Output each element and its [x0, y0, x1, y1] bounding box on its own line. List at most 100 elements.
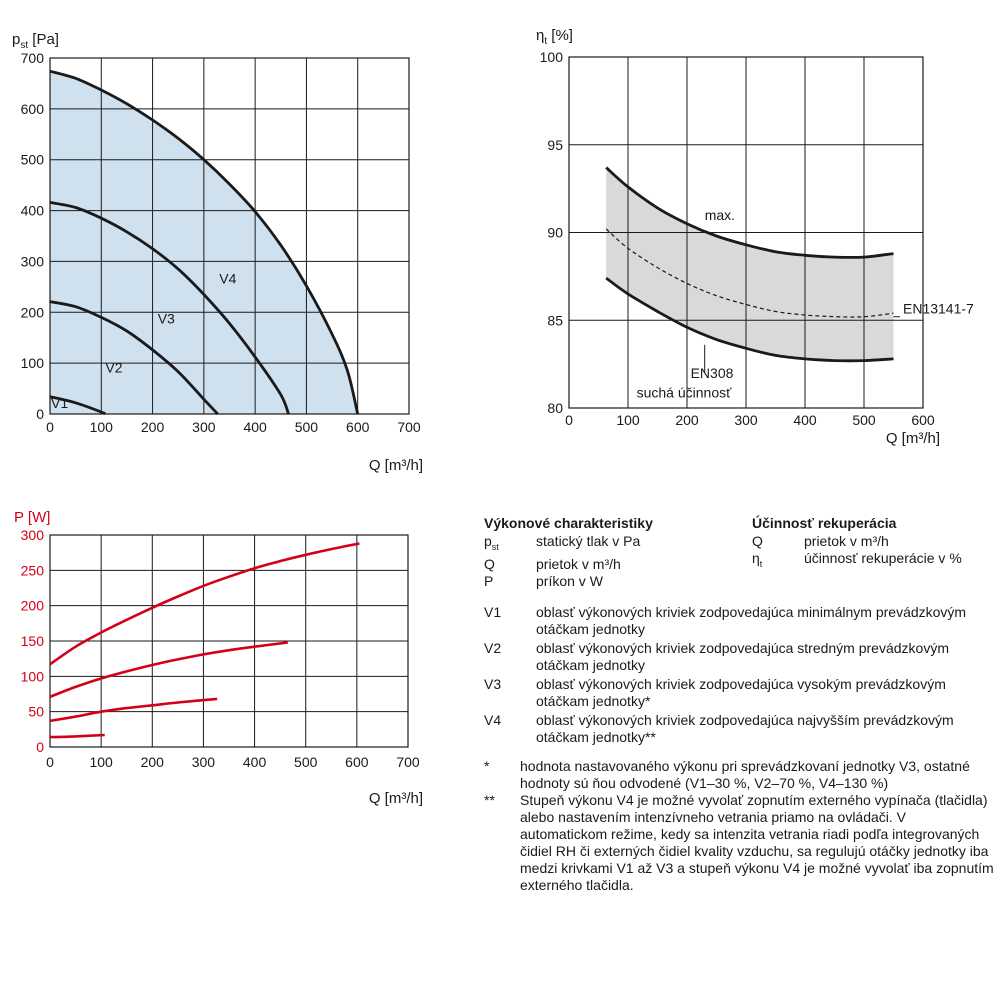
legend-v-row: V2 oblasť výkonových kriviek zodpovedajú…: [484, 640, 994, 674]
legend-panel: Výkonové charakteristiky pst statický tl…: [484, 515, 994, 894]
x-tick-label: 400: [793, 412, 817, 428]
x-tick-label: 100: [89, 754, 113, 770]
y-tick-label: 100: [21, 355, 45, 371]
curve-en308: [605, 276, 894, 363]
label-en308: EN308: [691, 365, 734, 381]
power-curve-1: [49, 733, 105, 739]
y-tick-label: 250: [21, 562, 45, 578]
x-tick-label: 300: [192, 419, 216, 435]
legend-v-description: oblasť výkonových kriviek zodpovedajúca …: [536, 675, 946, 709]
legend-symbol: ηt: [752, 550, 763, 569]
efficiency-band: [606, 167, 894, 361]
footnote-symbol: *: [484, 757, 490, 774]
curve-v1: [49, 395, 107, 416]
legend-description: prietok v m³/h: [536, 555, 621, 572]
x-tick-label: 500: [295, 419, 319, 435]
power-curve-2: [49, 697, 218, 723]
x-axis-label: Q [m³/h]: [369, 457, 423, 474]
legend-v-row: V3 oblasť výkonových kriviek zodpovedajú…: [484, 676, 994, 710]
y-tick-label: 700: [21, 50, 45, 66]
x-axis-label: Q [m³/h]: [886, 430, 940, 447]
curve-label-v3: V3: [158, 310, 175, 326]
plot-frame: [49, 57, 410, 415]
y-tick-label: 100: [21, 668, 45, 684]
y-tick-label: 95: [547, 137, 563, 153]
x-tick-label: 500: [852, 412, 876, 428]
legend-symbol: pst: [484, 533, 499, 552]
y-tick-label: 80: [547, 400, 563, 416]
legend-row: Q prietok v m³/h: [752, 533, 994, 550]
x-tick-label: 100: [90, 419, 114, 435]
x-tick-label: 0: [46, 419, 54, 435]
legend-row: Q prietok v m³/h: [484, 556, 752, 573]
y-tick-label: 600: [21, 101, 45, 117]
footnote: ** Stupeň výkonu V4 je možné vyvolať zop…: [484, 792, 994, 894]
y-axis-label: pst [Pa]: [12, 31, 59, 51]
y-tick-label: 400: [21, 203, 45, 219]
legend-symbol: P: [484, 572, 494, 589]
legend-row: ηt účinnosť rekuperácie v %: [752, 550, 994, 573]
curve-label-v2: V2: [105, 359, 122, 375]
x-tick-label: 700: [396, 754, 420, 770]
legend-v-symbol: V2: [484, 639, 502, 656]
y-tick-label: 90: [547, 225, 563, 241]
legend-v-description: oblasť výkonových kriviek zodpovedajúca …: [536, 639, 949, 673]
legend-description: statický tlak v Pa: [536, 533, 641, 549]
x-tick-label: 700: [397, 419, 421, 435]
legend-description: prietok v m³/h: [804, 533, 889, 549]
y-tick-label: 300: [21, 253, 45, 269]
power-curve-3: [49, 641, 288, 699]
y-tick-label: 150: [21, 633, 45, 649]
legend-row: pst statický tlak v Pa: [484, 533, 752, 556]
performance-legend-title: Výkonové charakteristiky: [484, 515, 653, 531]
x-tick-label: 0: [565, 412, 573, 428]
x-axis-label: Q [m³/h]: [369, 790, 423, 807]
x-tick-label: 400: [243, 419, 267, 435]
x-tick-label: 0: [46, 754, 54, 770]
efficiency-legend: Účinnosť rekuperácia Q prietok v m³/h ηt…: [752, 515, 994, 590]
legend-v-row: V4 oblasť výkonových kriviek zodpovedajú…: [484, 712, 994, 746]
x-tick-label: 600: [346, 419, 370, 435]
y-axis-label: ηt [%]: [536, 27, 573, 47]
x-tick-label: 200: [675, 412, 699, 428]
footnote-text: Stupeň výkonu V4 je možné vyvolať zopnut…: [520, 791, 994, 893]
legend-description: príkon v W: [536, 572, 603, 589]
legend-v-description: oblasť výkonových kriviek zodpovedajúca …: [536, 603, 967, 637]
x-tick-label: 600: [911, 412, 935, 428]
curve-v4: [49, 69, 360, 415]
y-tick-label: 85: [547, 312, 563, 328]
y-tick-label: 0: [36, 739, 44, 755]
y-tick-label: 200: [21, 304, 45, 320]
legend-v-symbol: V3: [484, 675, 502, 692]
legend-header-section: Výkonové charakteristiky pst statický tl…: [484, 515, 994, 590]
y-tick-label: 100: [540, 49, 564, 65]
efficiency-chart: 0 100 200 300 400 500 600 80 85 90 95 100 max. EN1314…: [536, 27, 974, 447]
y-tick-label: 200: [21, 598, 45, 614]
legend-v-description: oblasť výkonových kriviek zodpovedajúca …: [536, 711, 954, 745]
legend-v-row: V1 oblasť výkonových kriviek zodpovedajú…: [484, 604, 994, 638]
x-tick-label: 600: [345, 754, 369, 770]
footnote-symbol: **: [484, 791, 495, 808]
efficiency-legend-title: Účinnosť rekuperácia: [752, 515, 897, 531]
curve-v3: [49, 201, 290, 415]
curve-label-v1: V1: [51, 395, 68, 411]
x-tick-label: 200: [141, 754, 165, 770]
x-tick-label: 500: [294, 754, 318, 770]
legend-v-symbol: V1: [484, 603, 502, 620]
curve-max: [605, 166, 894, 259]
legend-symbol: Q: [484, 555, 495, 572]
x-tick-label: 100: [616, 412, 640, 428]
x-tick-label: 200: [141, 419, 165, 435]
legend-description: účinnosť rekuperácie v %: [804, 550, 962, 566]
power-chart: 0 100 200 300 400 500 600 700 0 50 100 150 200 250 300…: [14, 509, 423, 807]
curve-label-v4: V4: [219, 270, 236, 286]
performance-legend: Výkonové charakteristiky pst statický tl…: [484, 515, 752, 590]
y-tick-label: 500: [21, 152, 45, 168]
label-en13141: EN13141-7: [903, 301, 974, 317]
power-curve-4: [49, 542, 360, 666]
x-tick-label: 300: [192, 754, 216, 770]
y-tick-label: 300: [21, 527, 45, 543]
curve-v2: [49, 300, 219, 415]
y-tick-label: 0: [36, 406, 44, 422]
